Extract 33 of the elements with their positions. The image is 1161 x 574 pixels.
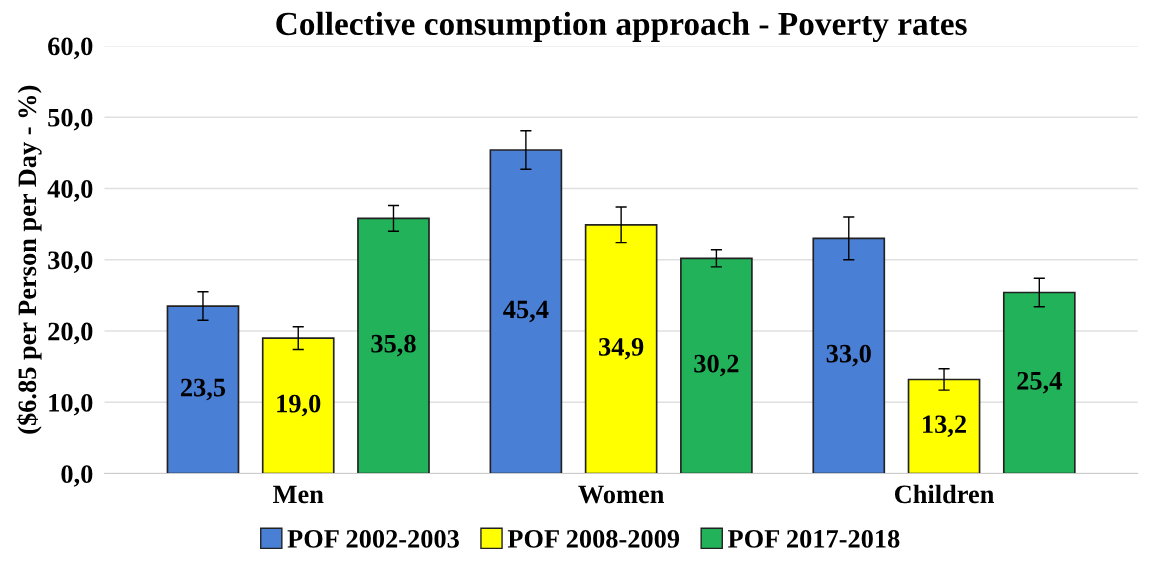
bar (166, 305, 240, 474)
bar (261, 337, 335, 474)
data-label: 13,2 (923, 415, 966, 437)
data-label: 34,9 (599, 338, 644, 360)
data-label: 25,4 (1017, 371, 1062, 394)
y-tick-label: 30,0 (48, 251, 93, 273)
x-tick-label: Children (894, 484, 994, 504)
bar (584, 223, 658, 474)
bar (489, 149, 563, 474)
data-label: 33,0 (826, 344, 871, 367)
legend-label: POF 2017-2018 (728, 529, 900, 548)
data-label: 45,4 (503, 300, 549, 323)
data-label: 35,8 (371, 334, 416, 357)
data-label: 19,0 (277, 394, 321, 417)
legend-label: POF 2002-2003 (287, 529, 459, 548)
bar (1002, 291, 1076, 474)
bar (680, 257, 753, 474)
y-tick-label: 0,0 (61, 465, 93, 487)
y-tick-label: 60,0 (48, 37, 93, 60)
data-label: 30,2 (694, 354, 739, 377)
bar (812, 237, 886, 474)
y-tick-label: 20,0 (48, 322, 93, 345)
y-tick-label: 40,0 (47, 180, 93, 202)
legend-label: POF 2008-2009 (507, 529, 680, 548)
y-axis-title: ($6.85 per Person per Day - %) (16, 85, 42, 434)
bar (907, 378, 981, 474)
chart-title: Collective consumption approach - Poverty rates (276, 11, 967, 42)
y-tick-label: 10,0 (49, 393, 93, 416)
x-tick-label: Women (578, 485, 664, 504)
data-label: 23,5 (180, 378, 226, 401)
bar (357, 217, 430, 474)
x-tick-label: Men (273, 485, 324, 504)
y-tick-label: 50,0 (48, 108, 93, 131)
